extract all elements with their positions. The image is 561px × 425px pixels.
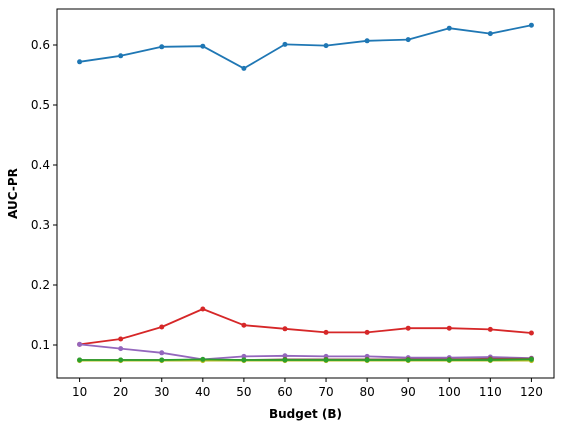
data-point	[282, 326, 288, 332]
x-tick-label: 30	[154, 385, 169, 399]
series-2	[77, 306, 534, 347]
data-point	[159, 324, 165, 330]
data-point	[159, 44, 165, 50]
data-point	[405, 325, 411, 331]
data-point	[405, 37, 411, 43]
data-point	[241, 65, 247, 71]
x-tick-label: 120	[520, 385, 543, 399]
data-point	[118, 346, 124, 352]
data-point	[487, 31, 493, 37]
x-tick-label: 80	[359, 385, 374, 399]
data-point	[282, 357, 288, 363]
data-point	[118, 336, 124, 342]
y-tick-label: 0.1	[31, 338, 50, 352]
data-point	[200, 356, 206, 362]
series-line	[78, 358, 533, 361]
data-point	[446, 325, 452, 331]
data-point	[528, 356, 534, 362]
data-point	[446, 25, 452, 31]
data-point	[241, 322, 247, 328]
x-tick-label: 20	[113, 385, 128, 399]
data-point	[487, 357, 493, 363]
data-point	[118, 53, 124, 59]
series-6	[77, 356, 534, 363]
data-point	[159, 350, 165, 356]
data-point	[323, 43, 329, 49]
series-line	[78, 308, 533, 346]
series-line	[78, 343, 533, 361]
data-point	[364, 357, 370, 363]
data-point	[323, 357, 329, 363]
series-1	[77, 22, 534, 71]
x-axis-label: Budget (B)	[269, 407, 342, 421]
y-tick-label: 0.3	[31, 218, 50, 232]
data-point	[528, 330, 534, 336]
data-point	[241, 353, 247, 359]
x-tick-label: 50	[236, 385, 251, 399]
data-point	[200, 306, 206, 312]
x-tick-label: 100	[438, 385, 461, 399]
x-tick-label: 60	[277, 385, 292, 399]
data-point	[77, 59, 83, 65]
y-axis-label: AUC-PR	[6, 168, 20, 219]
data-point	[77, 341, 83, 347]
data-point	[446, 357, 452, 363]
x-tick-label: 110	[479, 385, 502, 399]
data-point	[528, 22, 534, 28]
x-tick-label: 70	[318, 385, 333, 399]
data-point	[282, 41, 288, 47]
data-point	[241, 357, 247, 363]
axes-layer: 10 20 30 40 50 60 70 80 90 100 110 120 0.1 0.2 0.3 0.4 0…	[31, 38, 543, 399]
y-tick-label: 0.4	[31, 158, 50, 172]
data-point	[405, 357, 411, 363]
plot-frame	[56, 8, 555, 379]
y-tick-label: 0.5	[31, 98, 50, 112]
data-point	[282, 353, 288, 359]
data-point	[323, 329, 329, 335]
series-layer	[77, 22, 534, 364]
data-point	[364, 38, 370, 44]
x-tick-label: 90	[401, 385, 416, 399]
series-line	[78, 24, 533, 70]
data-point	[200, 43, 206, 49]
y-tick-label: 0.2	[31, 278, 50, 292]
x-tick-label: 10	[72, 385, 87, 399]
data-point	[487, 326, 493, 332]
data-point	[118, 357, 124, 363]
y-tick-label: 0.6	[31, 38, 50, 52]
data-point	[77, 357, 83, 363]
data-point	[364, 329, 370, 335]
x-tick-label: 40	[195, 385, 210, 399]
data-point	[159, 357, 165, 363]
